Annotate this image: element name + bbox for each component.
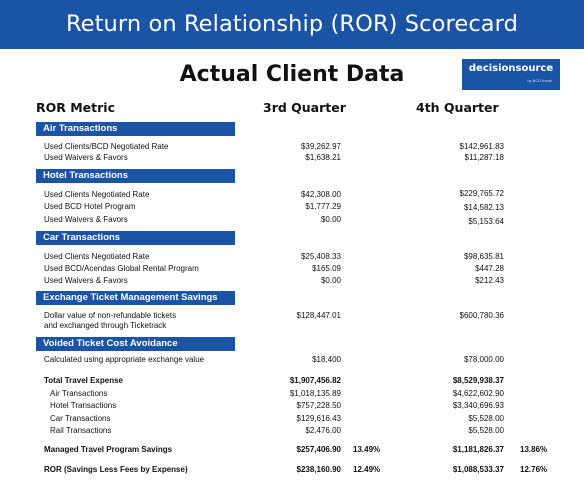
row-q3-value: $39,262.97 bbox=[300, 142, 341, 151]
breakdown-q3: $1,018,135.89 bbox=[289, 389, 341, 398]
row-label: Used Waivers & Favors bbox=[44, 215, 128, 224]
breakdown-q4: $5,528.00 bbox=[468, 426, 504, 435]
row-q3-value: $128,447.01 bbox=[296, 311, 342, 320]
program-savings-q3-pct: 13.49% bbox=[353, 445, 381, 454]
row-q4-value: $447.28 bbox=[475, 264, 504, 273]
ror-q3-pct: 12.49% bbox=[353, 465, 381, 474]
breakdown-label: Rail Transactions bbox=[50, 426, 112, 435]
row-label: Used Waivers & Favors bbox=[44, 153, 128, 162]
program-savings-q4-pct: 13.86% bbox=[520, 445, 548, 454]
breakdown-q4: $4,622,602.90 bbox=[452, 389, 504, 398]
section-air-transactions: Air Transactions bbox=[36, 122, 235, 136]
total-travel-expense-q3: $1,907,456.82 bbox=[289, 376, 341, 385]
ror-label: ROR (Savings Less Fees by Expense) bbox=[44, 465, 188, 474]
row-q3-value: $165.09 bbox=[312, 264, 341, 273]
row-label: Used Clients Negotiated Rate bbox=[44, 252, 150, 261]
row-label: Used BCD Hotel Program bbox=[44, 202, 136, 211]
ror-q4-pct: 12.76% bbox=[520, 465, 548, 474]
total-travel-expense-q4: $8,529,938.37 bbox=[452, 376, 504, 385]
row-q4-value: $5,153.64 bbox=[468, 217, 504, 226]
program-savings-q3: $257,406.90 bbox=[296, 445, 342, 454]
program-savings-label: Managed Travel Program Savings bbox=[44, 445, 173, 454]
row-q4-value: $600,780.36 bbox=[459, 311, 505, 320]
row-label: Used Clients Negotiated Rate bbox=[44, 190, 150, 199]
total-travel-expense-label: Total Travel Expense bbox=[44, 376, 123, 385]
row-label-continued: and exchanged through Ticketrack bbox=[44, 321, 167, 330]
decisionsource-logo: decisionsource by BCD travel bbox=[462, 59, 560, 90]
breakdown-q3: $129,616.43 bbox=[296, 414, 342, 423]
row-q4-value: $142,961.83 bbox=[459, 142, 505, 151]
row-q3-value: $1,638.21 bbox=[305, 153, 341, 162]
section-voided-ticket-avoidance: Voided Ticket Cost Avoidance bbox=[36, 337, 235, 351]
breakdown-label: Car Transactions bbox=[50, 414, 111, 423]
breakdown-label: Air Transactions bbox=[50, 389, 108, 398]
ror-q4: $1,088,533.37 bbox=[452, 465, 504, 474]
breakdown-q3: $757,228.50 bbox=[296, 401, 342, 410]
row-label: Used Waivers & Favors bbox=[44, 276, 128, 285]
row-q3-value: $42,308.00 bbox=[300, 190, 341, 199]
row-label: Used Clients/BCD Negotiated Rate bbox=[44, 142, 169, 151]
row-q4-value: $11,287.18 bbox=[464, 153, 504, 162]
section-car-transactions: Car Transactions bbox=[36, 231, 235, 245]
row-q4-value: $229,765.72 bbox=[459, 189, 505, 198]
breakdown-label: Hotel Transactions bbox=[50, 401, 117, 410]
column-header-q3: 3rd Quarter bbox=[263, 100, 346, 115]
row-q4-value: $78,000.00 bbox=[463, 355, 504, 364]
logo-subtext: by BCD travel bbox=[527, 78, 552, 83]
row-q3-value: $0.00 bbox=[320, 215, 341, 224]
column-header-q4: 4th Quarter bbox=[416, 100, 499, 115]
row-label: Used BCD/Acendas Global Rental Program bbox=[44, 264, 199, 273]
breakdown-q4: $3,340,696.93 bbox=[452, 401, 504, 410]
ror-q3: $238,160.90 bbox=[296, 465, 342, 474]
section-exchange-ticket-savings: Exchange Ticket Management Savings bbox=[36, 291, 235, 305]
breakdown-q3: $2,476.00 bbox=[305, 426, 341, 435]
row-q3-value: $18,400 bbox=[312, 355, 341, 364]
row-q4-value: $212.43 bbox=[475, 276, 504, 285]
row-q3-value: $25,408.33 bbox=[300, 252, 341, 261]
logo-text: decisionsource bbox=[468, 63, 554, 74]
row-label: Calculated using appropriate exchange va… bbox=[44, 355, 205, 364]
row-label: Dollar value of non-refundable tickets bbox=[44, 311, 177, 320]
page-banner-title: Return on Relationship (ROR) Scorecard bbox=[0, 0, 584, 49]
row-q4-value: $98,635.81 bbox=[463, 252, 504, 261]
column-header-metric: ROR Metric bbox=[36, 100, 115, 115]
row-q3-value: $0.00 bbox=[320, 276, 341, 285]
row-q3-value: $1,777.29 bbox=[305, 202, 341, 211]
breakdown-q4: $5,528.00 bbox=[468, 414, 504, 423]
program-savings-q4: $1,181,826.37 bbox=[452, 445, 504, 454]
row-q4-value: $14,582.13 bbox=[463, 203, 504, 212]
page-heading: Actual Client Data bbox=[179, 62, 405, 87]
section-hotel-transactions: Hotel Transactions bbox=[36, 169, 235, 183]
